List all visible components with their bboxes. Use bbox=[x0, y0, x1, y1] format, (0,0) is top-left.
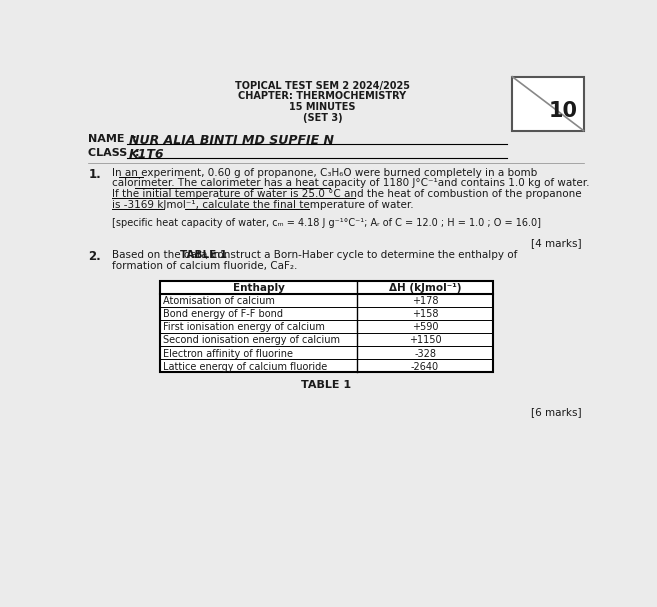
Text: , construct a Born-Haber cycle to determine the enthalpy of: , construct a Born-Haber cycle to determ… bbox=[204, 250, 517, 260]
Text: TOPICAL TEST SEM 2 2024/2025: TOPICAL TEST SEM 2 2024/2025 bbox=[235, 81, 410, 90]
Bar bbox=[512, 76, 583, 131]
Text: [specific heat capacity of water, cₘ = 4.18 J g⁻¹°C⁻¹; Aᵣ of C = 12.0 ; H = 1.0 : [specific heat capacity of water, cₘ = 4… bbox=[112, 219, 541, 228]
Text: Lattice energy of calcium fluoride: Lattice energy of calcium fluoride bbox=[163, 362, 327, 371]
Text: calorimeter. The calorimeter has a heat capacity of 1180 J°C⁻¹and contains 1.0 k: calorimeter. The calorimeter has a heat … bbox=[112, 178, 589, 188]
Text: 2.: 2. bbox=[88, 250, 101, 263]
Text: In an experiment, 0.60 g of propanone, C₃H₆O were burned completely in a bomb: In an experiment, 0.60 g of propanone, C… bbox=[112, 168, 537, 178]
Bar bbox=[160, 281, 493, 372]
Text: +178: +178 bbox=[412, 296, 438, 306]
Text: Enthaply: Enthaply bbox=[233, 283, 284, 293]
Text: +158: +158 bbox=[412, 309, 438, 319]
Text: (SET 3): (SET 3) bbox=[303, 113, 342, 123]
Text: Electron affinity of fluorine: Electron affinity of fluorine bbox=[163, 348, 293, 359]
Text: TABLE 1: TABLE 1 bbox=[301, 380, 351, 390]
Text: CLASS  :: CLASS : bbox=[88, 148, 140, 158]
Text: 1.: 1. bbox=[88, 168, 101, 180]
Text: 15 MINUTES: 15 MINUTES bbox=[289, 102, 355, 112]
Text: Second ionisation energy of calcium: Second ionisation energy of calcium bbox=[163, 336, 340, 345]
Text: -328: -328 bbox=[414, 348, 436, 359]
Text: Based on the data in: Based on the data in bbox=[112, 250, 223, 260]
Text: +1150: +1150 bbox=[409, 336, 442, 345]
Text: 10: 10 bbox=[549, 101, 578, 121]
Text: formation of calcium fluoride, CaF₂.: formation of calcium fluoride, CaF₂. bbox=[112, 261, 297, 271]
Text: If the initial temperature of water is 25.0 °C and the heat of combustion of the: If the initial temperature of water is 2… bbox=[112, 189, 581, 199]
Text: Bond energy of F-F bond: Bond energy of F-F bond bbox=[163, 309, 283, 319]
Text: is -3169 kJmol⁻¹, calculate the final temperature of water.: is -3169 kJmol⁻¹, calculate the final te… bbox=[112, 200, 413, 210]
Text: NAME  :: NAME : bbox=[88, 134, 137, 144]
Text: Atomisation of calcium: Atomisation of calcium bbox=[163, 296, 275, 306]
Text: -2640: -2640 bbox=[411, 362, 439, 371]
Text: [6 marks]: [6 marks] bbox=[532, 407, 582, 417]
Text: +590: +590 bbox=[412, 322, 438, 332]
Text: NUR ALIA BINTI MD SUPFIE N: NUR ALIA BINTI MD SUPFIE N bbox=[129, 134, 334, 148]
Text: [4 marks]: [4 marks] bbox=[532, 237, 582, 248]
Text: First ionisation energy of calcium: First ionisation energy of calcium bbox=[163, 322, 325, 332]
Text: TABLE 1: TABLE 1 bbox=[180, 250, 227, 260]
Text: ΔH (kJmol⁻¹): ΔH (kJmol⁻¹) bbox=[389, 283, 461, 293]
Text: K1T6: K1T6 bbox=[129, 148, 164, 161]
Text: CHAPTER: THERMOCHEMISTRY: CHAPTER: THERMOCHEMISTRY bbox=[238, 91, 407, 101]
